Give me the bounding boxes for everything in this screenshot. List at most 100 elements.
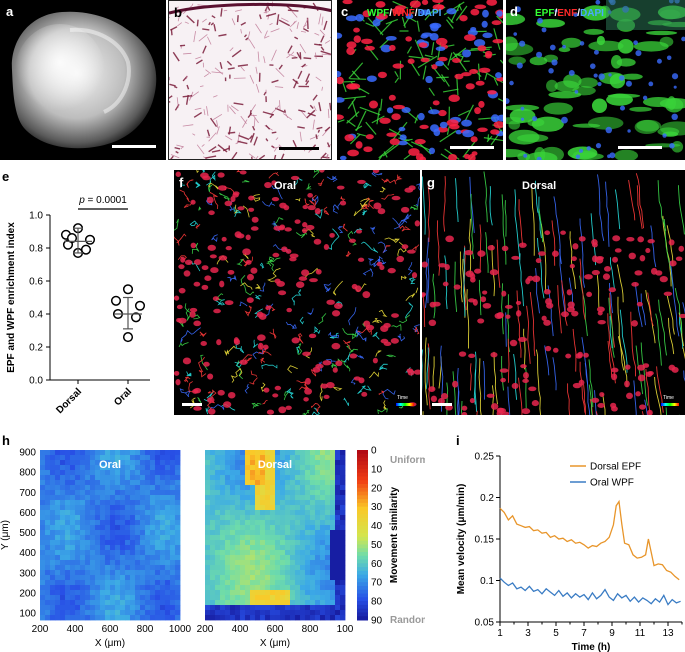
heatmap-cell [60,490,66,496]
heatmap-cell [215,480,221,486]
cell-nucleus [265,305,272,310]
heatmap-cell [75,465,81,471]
x-tick-label: 9 [609,628,615,639]
heatmap-cell [295,510,301,516]
heatmap-cell [150,600,156,606]
heatmap-cell [335,585,341,591]
tissue-fiber [303,28,309,33]
heatmap-cell [50,450,56,456]
heatmap-cell [95,540,101,546]
heatmap-cell [210,480,216,486]
colorbar-segment [357,457,368,462]
tissue-fiber [312,94,318,101]
heatmap-cell [175,520,181,526]
heatmap-cell [285,590,291,596]
heatmap-cell [165,490,171,496]
heatmap-cell [125,600,131,606]
heatmap-cell [140,565,146,571]
heatmap-cell [275,465,281,471]
heatmap-cell [240,475,246,481]
heatmap-cell [255,460,261,466]
heatmap-cell [275,555,281,561]
cell-track [244,305,253,317]
wpf-fiber [343,80,356,83]
heatmap-cell [265,450,271,456]
heatmap-cell [125,580,131,586]
cell-nucleus [482,302,492,309]
heatmap-cell [275,545,281,551]
cell-track [427,186,430,243]
heatmap-cell [220,505,226,511]
heatmap-cell [65,535,71,541]
heatmap-cell [240,495,246,501]
cell-nucleus [478,67,491,73]
heatmap-cell [215,560,221,566]
cell-track [610,257,615,290]
heatmap-cell [315,475,321,481]
heatmap-cell [340,515,346,521]
heatmap-cell [235,505,241,511]
cell-track [362,267,374,277]
cell-nucleus [625,364,631,370]
heatmap-cell [295,545,301,551]
heatmap-cell [320,605,326,611]
heatmap-cell [165,600,171,606]
tissue-fiber [203,73,210,78]
cell-track [345,250,352,257]
heatmap-cell [315,550,321,556]
heatmap-cell [270,535,276,541]
colorbar-segment [357,601,368,606]
y-tick-label: 400 [19,548,36,559]
heatmap-cell [170,590,176,596]
cell-nucleus [286,307,292,313]
cell-track [655,313,662,366]
cell-nucleus [477,45,487,52]
heatmap-cell [245,485,251,491]
heatmap-cell [300,610,306,616]
tissue-fiber [202,18,207,23]
heatmap-cell [210,495,216,501]
cell-track [233,206,242,218]
heatmap-cell [150,505,156,511]
heatmap-cell [265,550,271,556]
heatmap-cell [95,505,101,511]
heatmap-cell [265,495,271,501]
heatmap-cell [110,495,116,501]
cell-track [491,385,495,415]
heatmap-cell [270,500,276,506]
cell-nucleus [227,269,235,275]
wpf-fiber [497,98,503,102]
cell-nucleus [435,46,446,51]
heatmap-cell [225,505,231,511]
heatmap-cell [305,580,311,586]
cell-track [385,354,396,358]
heatmap-cell [120,570,126,576]
colorbar-segment [357,510,368,515]
heatmap-cell [210,615,216,621]
heatmap-cell [110,560,116,566]
heatmap-cell [90,595,96,601]
heatmap-cell [335,460,341,466]
heatmap-cell [295,570,301,576]
wpf-fiber [493,28,501,50]
heatmap-cell [150,530,156,536]
cell-nucleus [242,248,251,256]
y-tick-label: 0.2 [480,493,494,504]
heatmap-cell [115,455,121,461]
heatmap-cell [100,495,106,501]
heatmap-cell [240,465,246,471]
colorbar-segment [357,540,368,545]
heatmap-cell [105,485,111,491]
heatmap-cell [245,490,251,496]
cell-nucleus [578,236,586,242]
heatmap-cell [230,565,236,571]
cell-track [381,178,397,185]
heatmap-cell [160,555,166,561]
heatmap-cell [75,560,81,566]
heatmap-cell [120,525,126,531]
heatmap-cell [65,580,71,586]
tissue-fiber [213,24,217,32]
epf-signal [636,119,662,132]
wpf-fiber [394,77,400,84]
cell-nucleus [481,20,488,28]
